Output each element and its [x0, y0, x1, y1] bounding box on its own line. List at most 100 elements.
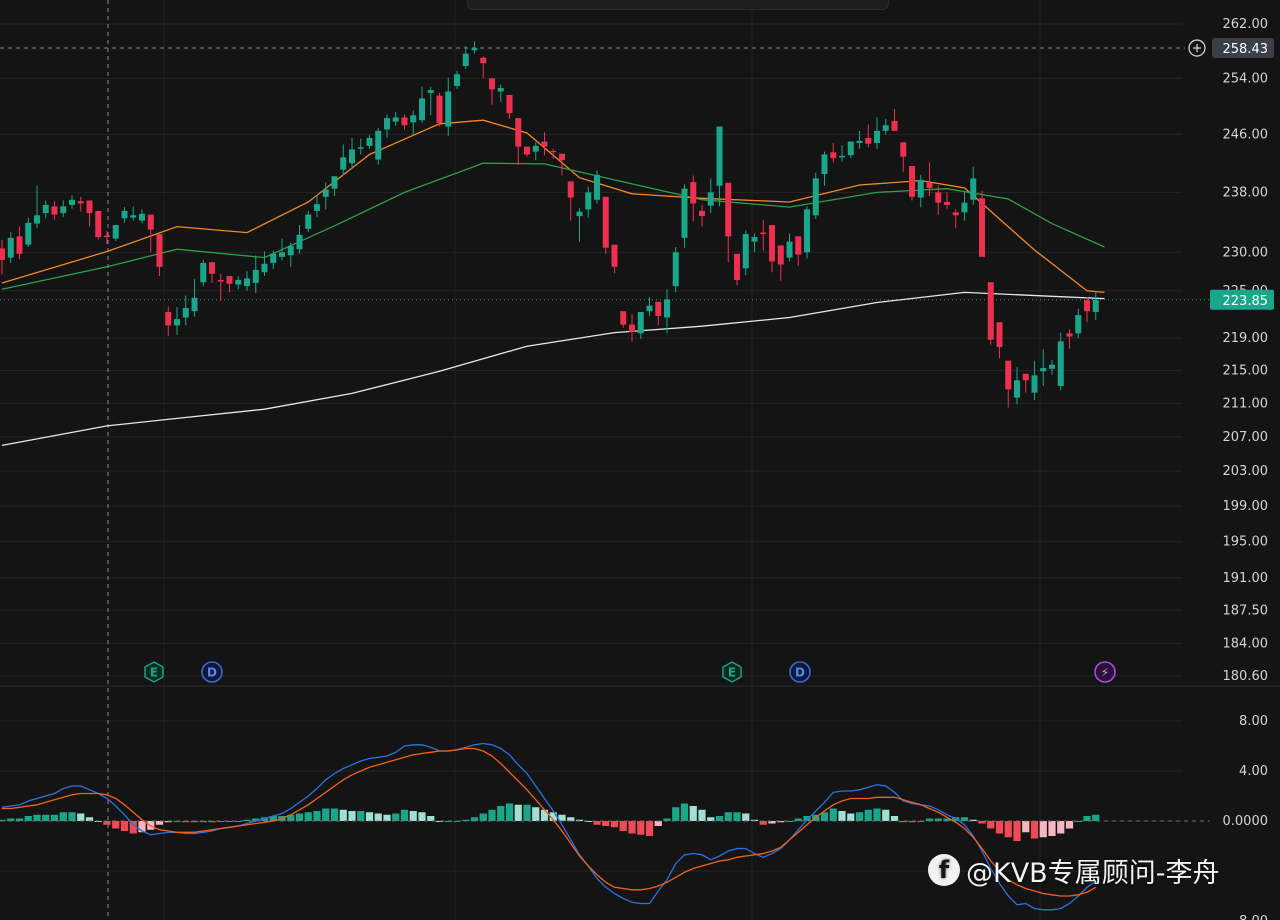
- macd-histogram-bar: [182, 821, 190, 823]
- candle-body: [760, 232, 767, 235]
- macd-signal-line: [2, 747, 1097, 897]
- candle: [156, 234, 163, 277]
- event-marker-label: E: [728, 666, 736, 680]
- candle-body: [165, 311, 172, 326]
- candle: [926, 162, 933, 197]
- moving-average-line: [1, 291, 1105, 447]
- last-price-badge: [1210, 289, 1274, 310]
- candle-body: [174, 319, 180, 326]
- macd-histogram-bar: [252, 818, 260, 821]
- candle-body: [1031, 375, 1038, 393]
- candle: [515, 118, 522, 165]
- macd-histogram-bar: [549, 812, 557, 821]
- candle: [795, 236, 802, 267]
- candle: [497, 84, 504, 102]
- candle-body: [532, 145, 539, 152]
- candle-body: [786, 241, 793, 258]
- macd-histogram-bar: [1074, 821, 1082, 822]
- candle: [620, 311, 627, 328]
- macd-histogram-bar: [129, 821, 137, 834]
- macd-histogram-bar: [628, 821, 636, 834]
- macd-histogram-bar: [339, 809, 347, 821]
- candle: [182, 295, 189, 326]
- macd-histogram-bar: [1022, 821, 1030, 833]
- macd-histogram-bar: [707, 817, 715, 821]
- macd-histogram-bar: [418, 812, 426, 821]
- macd-line: [1, 742, 1097, 911]
- candle: [506, 94, 513, 119]
- candle: [830, 142, 837, 163]
- macd-histogram-bar: [724, 812, 732, 821]
- macd-histogram-bar: [7, 818, 15, 821]
- price-tick-label: 195.00: [1223, 535, 1269, 550]
- candle-body: [1022, 373, 1029, 381]
- macd-histogram-bar: [637, 821, 645, 835]
- candle: [629, 314, 635, 342]
- candle-body: [200, 262, 207, 283]
- candle-body: [769, 225, 775, 262]
- candle: [891, 108, 898, 131]
- candle: [1040, 349, 1047, 387]
- macd-histogram-bar: [698, 809, 706, 821]
- candle: [559, 153, 565, 176]
- candle: [77, 196, 84, 212]
- candle: [270, 250, 277, 270]
- macd-histogram-bar: [777, 821, 785, 823]
- candle: [112, 225, 119, 241]
- macd-histogram-bar: [785, 821, 794, 822]
- candle: [314, 194, 320, 217]
- candle-body: [891, 120, 898, 131]
- candles: [0, 41, 1099, 408]
- candle: [252, 255, 259, 294]
- price-tick-label: 207.00: [1223, 430, 1269, 445]
- candle-body: [690, 182, 697, 204]
- candle: [786, 233, 793, 262]
- candle-body: [602, 196, 609, 248]
- candle: [244, 271, 250, 291]
- macd-histogram-bar: [427, 816, 435, 821]
- candle-body: [419, 98, 425, 121]
- candle-body: [567, 181, 574, 198]
- candle-body: [25, 222, 32, 245]
- candle-body: [279, 252, 285, 257]
- candle: [235, 276, 242, 290]
- dividend-badge: [201, 661, 223, 683]
- price-tick-label: 184.00: [1223, 636, 1269, 651]
- macd-histogram-bar: [392, 813, 400, 821]
- candle-body: [314, 204, 320, 211]
- moving-average-line: [1, 162, 1105, 290]
- candle-body: [594, 174, 600, 200]
- candle-body: [1040, 368, 1047, 372]
- macd-histogram-bar: [969, 819, 977, 821]
- watermark: f @KVB专属顾问-李舟: [928, 850, 1219, 890]
- macd-histogram-bar: [890, 816, 899, 821]
- candle: [366, 135, 373, 149]
- candle-body: [366, 137, 373, 146]
- candle: [707, 178, 714, 214]
- candle: [769, 225, 775, 273]
- earnings-badge: [144, 661, 164, 683]
- candle-body: [471, 48, 478, 51]
- macd-tick-label: -8.00: [1234, 914, 1268, 920]
- add-alert-icon[interactable]: [1188, 39, 1206, 57]
- candle: [594, 170, 600, 204]
- candle: [7, 231, 14, 263]
- candle: [410, 110, 417, 135]
- chart-toolbar[interactable]: [467, 0, 889, 10]
- macd-histogram-bar: [217, 821, 225, 822]
- event-marker-label: E: [150, 666, 158, 680]
- candle-body: [410, 115, 417, 123]
- candle-body: [427, 90, 434, 93]
- candle: [585, 186, 592, 218]
- candle: [900, 142, 907, 172]
- macd-histogram-bar: [855, 812, 864, 821]
- candle-body: [497, 88, 504, 92]
- macd-histogram-bar: [234, 821, 242, 822]
- candle: [384, 114, 390, 138]
- candle: [331, 176, 338, 197]
- macd-histogram-bar: [864, 809, 872, 821]
- candle-body: [996, 322, 1003, 347]
- candle-body: [655, 301, 662, 316]
- candle-body: [95, 210, 102, 238]
